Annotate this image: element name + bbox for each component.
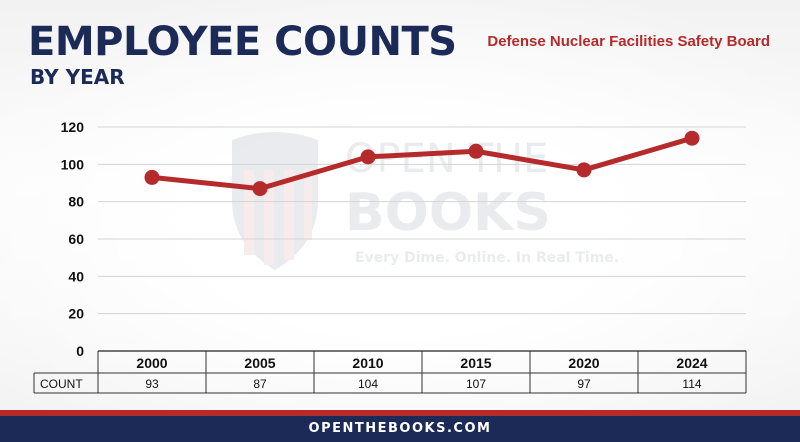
data-table: COUNT 2000 93 2005 87 2010 104 2015 107 2020 97 20… — [33, 351, 747, 394]
agency-name: Defense Nuclear Facilities Safety Board — [487, 33, 770, 50]
data-label: 114 — [682, 377, 701, 391]
data-point — [144, 169, 160, 185]
data-point — [360, 149, 376, 165]
x-tick-label: 2005 — [244, 355, 275, 371]
data-label: 97 — [577, 377, 591, 391]
shield-icon — [232, 132, 318, 270]
y-tick-label: 100 — [61, 156, 85, 172]
x-tick-label: 2024 — [676, 355, 707, 371]
data-label: 107 — [466, 377, 486, 391]
y-tick-label: 120 — [61, 119, 85, 135]
y-tick-label: 80 — [68, 194, 84, 210]
data-label: 87 — [253, 377, 267, 391]
footer-site[interactable]: OPENTHEBOOKS.COM — [0, 416, 800, 442]
background — [0, 0, 800, 412]
y-tick-label: 20 — [68, 306, 84, 322]
chart-subtitle: BY YEAR — [30, 65, 125, 89]
footer-stripe — [0, 410, 800, 416]
y-tick-label: 0 — [76, 343, 84, 359]
watermark-line2: BOOKS — [345, 183, 551, 243]
x-tick-label: 2020 — [568, 355, 599, 371]
series-line — [149, 135, 695, 192]
data-point — [576, 162, 592, 178]
chart-title: EMPLOYEE COUNTS — [28, 19, 457, 65]
y-tick-label: 60 — [68, 231, 84, 247]
y-tick-label: 40 — [68, 268, 84, 284]
table-row-label: COUNT — [40, 377, 83, 391]
data-point — [468, 143, 484, 159]
line-chart: OPEN THE BOOKS Every Dime. Online. In Re… — [33, 119, 747, 394]
x-tick-label: 2010 — [352, 355, 383, 371]
watermark-tagline: Every Dime. Online. In Real Time. — [355, 250, 619, 266]
data-label: 104 — [358, 377, 378, 391]
data-label: 93 — [145, 377, 159, 391]
data-point — [252, 181, 268, 197]
series-count — [144, 130, 700, 197]
data-point — [684, 130, 700, 146]
watermark: OPEN THE BOOKS Every Dime. Online. In Re… — [232, 132, 619, 270]
x-tick-label: 2015 — [460, 355, 491, 371]
x-tick-label: 2000 — [136, 355, 167, 371]
y-axis-ticks: 0 20 40 60 80 100 120 — [61, 119, 85, 359]
